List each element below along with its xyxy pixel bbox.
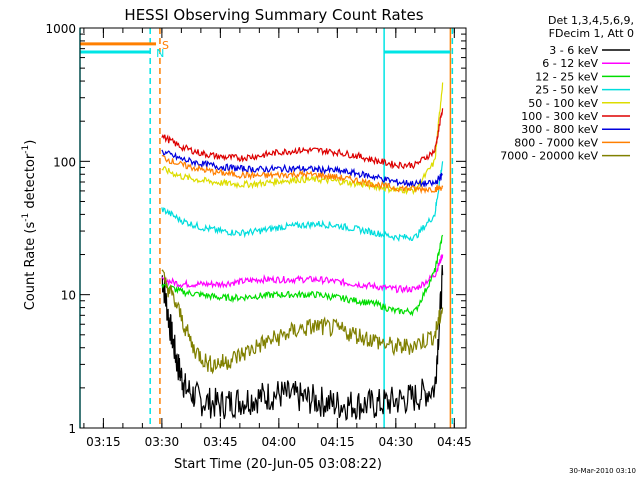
flag-bars: SN — [80, 39, 451, 60]
legend-header-line2: FDecim 1, Att 0 — [549, 27, 634, 40]
y-tick-label: 1 — [68, 422, 76, 436]
x-axis-label: Start Time (20-Jun-05 03:08:22) — [174, 457, 382, 472]
legend-label: 3 - 6 keV — [549, 44, 598, 57]
x-tick-label: 04:45 — [437, 435, 472, 449]
y-tick-label: 1000 — [45, 22, 76, 36]
legend-header-line1: Det 1,3,4,5,6,9, — [548, 14, 634, 27]
series-lines — [161, 82, 444, 422]
y-axis-label: Count Rate (s-1 detector-1) — [21, 140, 38, 311]
chart-title: HESSI Observing Summary Count Rates — [124, 6, 423, 24]
series-line — [161, 269, 444, 375]
x-tick-label: 04:15 — [320, 435, 355, 449]
legend-label: 300 - 800 keV — [521, 123, 598, 136]
legend-label: 7000 - 20000 keV — [500, 150, 598, 163]
legend-label: 6 - 12 keV — [542, 57, 598, 70]
series-line — [161, 82, 444, 196]
series-line — [161, 108, 444, 170]
legend-label: 12 - 25 keV — [535, 70, 598, 83]
legend: Det 1,3,4,5,6,9, FDecim 1, Att 0 3 - 6 k… — [500, 14, 634, 163]
x-tick-label: 04:00 — [262, 435, 297, 449]
series-line — [161, 254, 444, 294]
footer-date: 30-Mar-2010 03:10 — [569, 467, 636, 475]
legend-label: 25 - 50 keV — [535, 84, 598, 97]
series-line — [161, 161, 444, 243]
y-tick-label: 10 — [61, 289, 76, 303]
legend-label: 100 - 300 keV — [521, 110, 598, 123]
plot-frame — [79, 27, 467, 429]
x-tick-label: 03:30 — [145, 435, 180, 449]
series-line — [161, 149, 443, 188]
series-line — [161, 264, 444, 422]
x-tick-label: 04:30 — [379, 435, 414, 449]
x-tick-label: 03:45 — [203, 435, 238, 449]
flag-label: N — [156, 47, 164, 60]
legend-label: 800 - 7000 keV — [514, 136, 598, 149]
y-tick-label: 100 — [53, 155, 76, 169]
x-tick-label: 03:15 — [86, 435, 121, 449]
flag-label: S — [162, 39, 169, 52]
vertical-markers — [79, 28, 454, 428]
series-line — [161, 154, 444, 195]
series-line — [161, 234, 444, 317]
legend-label: 50 - 100 keV — [528, 97, 598, 110]
x-axis-ticks: 03:15 03:30 03:45 04:00 04:15 04:30 04:45 — [83, 28, 472, 449]
y-axis-ticks: 1 10 100 1000 — [45, 22, 466, 436]
